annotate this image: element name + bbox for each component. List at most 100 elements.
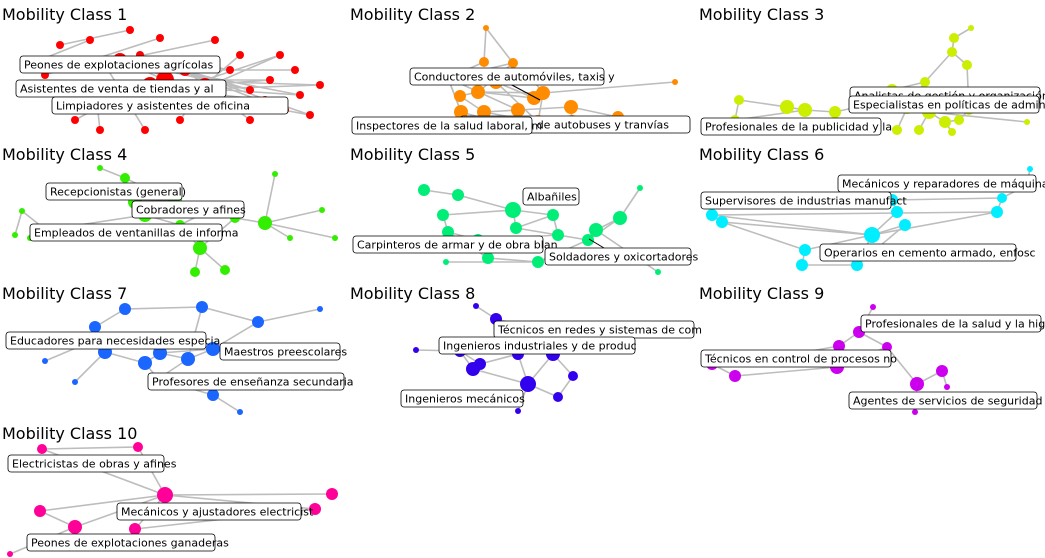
network-edge	[738, 99, 788, 108]
network-node	[505, 202, 521, 218]
panel-3: Mobility Class 3Analistas de gestión y o…	[699, 5, 1045, 136]
network-node	[508, 58, 518, 68]
panel-10: Mobility Class 10 Electricistas de obras …	[2, 424, 338, 557]
network-edge	[164, 493, 333, 496]
panel-10-nodes	[7, 442, 338, 557]
network-node	[920, 77, 930, 87]
network-node	[471, 85, 485, 99]
panel-5: Mobility Class 5 Albañiles Carpinteros de …	[350, 145, 699, 275]
node-label-box	[837, 174, 1037, 193]
node-label-box	[131, 200, 245, 219]
node-label-box	[219, 342, 341, 361]
network-node	[176, 116, 184, 124]
network-node	[1024, 119, 1030, 125]
network-node	[437, 209, 449, 221]
network-node	[568, 371, 578, 381]
node-label-text: Asistentes de venta de tiendas y al	[20, 83, 214, 96]
node-label-box	[700, 349, 892, 368]
network-node	[997, 193, 1007, 203]
node-label: Maestros preescolares	[219, 342, 347, 361]
network-node	[452, 189, 464, 201]
network-node	[97, 165, 103, 171]
network-node	[510, 222, 522, 234]
network-edge	[264, 222, 336, 239]
node-label-text: Recepcionistas (general)	[50, 186, 186, 199]
network-node	[564, 100, 578, 114]
node-label-box	[45, 182, 183, 201]
network-node	[258, 216, 272, 230]
network-node	[511, 103, 525, 117]
network-edge	[517, 106, 572, 111]
network-node	[954, 115, 964, 125]
node-label-text: Ingenieros industriales y de produc	[443, 340, 637, 353]
node-label-text: Profesores de enseñanza secundaria	[152, 376, 354, 389]
network-node	[319, 207, 325, 213]
network-edge	[264, 209, 323, 224]
network-edge	[734, 366, 838, 377]
network-node	[246, 116, 254, 124]
network-node	[317, 306, 323, 312]
node-label: Carpinteros de armar y de obra blan	[352, 235, 558, 254]
network-edge	[495, 81, 539, 123]
node-label-box	[438, 336, 636, 355]
panel-4-nodes	[12, 165, 338, 277]
node-label: Operarios en cemento armado, enfosc	[819, 243, 1036, 262]
node-label: Conductores de automóviles, taxis y	[409, 67, 615, 86]
network-node	[272, 171, 278, 177]
panel-7: Mobility Class 7 Educadores para necesida…	[2, 284, 354, 415]
node-label-box	[522, 187, 580, 206]
panel-title: Mobility Class 1	[2, 5, 127, 24]
network-node	[864, 227, 880, 243]
panel-2: Mobility Class 2 Conductores de automóvil…	[350, 5, 691, 135]
network-node	[190, 267, 200, 277]
network-edge	[871, 211, 998, 236]
node-label-text: Electricistas de obras y afines	[12, 458, 177, 471]
node-label: Educadores para necesidades especia	[5, 331, 220, 350]
node-label: Ingenieros mecánicos	[400, 389, 525, 408]
network-node	[138, 356, 152, 370]
network-node	[851, 259, 863, 271]
node-label: Cobradores y afines	[131, 200, 246, 219]
network-node	[211, 36, 219, 44]
network-edge	[41, 446, 139, 450]
network-edge	[124, 306, 203, 310]
network-edge	[886, 346, 918, 385]
network-edge	[485, 27, 514, 64]
network-node	[899, 219, 911, 231]
network-edge	[477, 91, 535, 99]
node-label-text: Profesionales de la publicidad y la	[705, 121, 892, 134]
network-node	[466, 362, 480, 376]
node-label: Profesionales de la salud y la higi	[860, 314, 1045, 333]
node-label: Peones de explotaciones ganaderas	[26, 533, 229, 552]
node-label-box	[544, 247, 692, 266]
panel-title: Mobility Class 2	[350, 5, 475, 24]
network-node	[672, 79, 678, 85]
node-label: Especialistas en políticas de admin	[848, 95, 1045, 114]
node-label-box	[700, 117, 882, 136]
node-label-box	[409, 67, 605, 86]
network-node	[287, 235, 293, 241]
network-node	[829, 106, 841, 118]
network-node	[780, 100, 794, 114]
node-label-box	[116, 502, 302, 521]
network-node	[936, 365, 948, 377]
node-label: Soldadores y oxicortadores	[544, 247, 699, 266]
node-label-text: Cobradores y afines	[136, 204, 246, 217]
node-label: Ingenieros industriales y de produc	[438, 336, 637, 355]
network-node	[332, 235, 338, 241]
node-label-text: Peones de explotaciones ganaderas	[31, 537, 229, 550]
network-edge	[472, 368, 529, 385]
network-node	[120, 173, 130, 183]
network-node	[133, 442, 143, 452]
node-label-text: Soldadores y oxicortadores	[549, 251, 699, 264]
network-node	[72, 379, 78, 385]
network-node	[552, 229, 564, 241]
node-label: Mecánicos y reparadores de máquinas	[837, 174, 1045, 193]
node-label-text: Mecánicos y reparadores de máquinas	[842, 178, 1045, 191]
network-node	[637, 185, 643, 191]
node-label-text: Operarios en cemento armado, enfosc	[824, 247, 1036, 260]
node-label-text: Mecánicos y ajustadores electricist	[121, 506, 314, 519]
network-node	[939, 116, 951, 128]
network-node	[237, 409, 243, 415]
network-edge	[457, 194, 514, 211]
